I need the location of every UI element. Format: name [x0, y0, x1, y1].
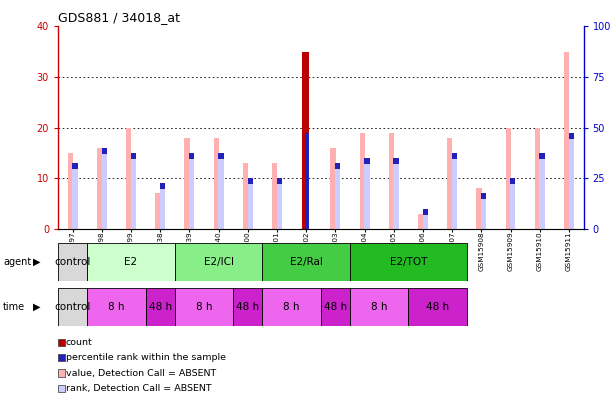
Bar [350, 243, 467, 281]
Bar [418, 214, 423, 229]
Bar [72, 163, 78, 169]
Bar [131, 153, 136, 229]
Bar [218, 153, 224, 229]
Bar [97, 148, 102, 229]
Bar [175, 288, 233, 326]
Bar [58, 288, 87, 326]
Bar [535, 128, 540, 229]
Text: 48 h: 48 h [236, 302, 259, 312]
Bar [423, 209, 428, 215]
Bar [131, 153, 136, 159]
Bar [350, 288, 408, 326]
Text: 48 h: 48 h [426, 302, 449, 312]
Bar [306, 133, 309, 229]
Text: 48 h: 48 h [148, 302, 172, 312]
Bar [452, 153, 457, 229]
Bar [145, 288, 175, 326]
Bar [233, 288, 262, 326]
Bar [393, 158, 399, 164]
Bar [189, 153, 194, 229]
Text: 8 h: 8 h [108, 302, 125, 312]
Bar [272, 163, 277, 229]
Bar [569, 133, 574, 139]
Bar [393, 158, 399, 229]
Text: percentile rank within the sample: percentile rank within the sample [66, 353, 225, 362]
Bar [247, 178, 253, 229]
Bar [321, 288, 350, 326]
Bar [101, 148, 107, 229]
Bar [101, 148, 107, 154]
Bar [505, 128, 511, 229]
Bar [569, 133, 574, 229]
Bar [408, 288, 467, 326]
Text: 8 h: 8 h [284, 302, 300, 312]
Bar [243, 163, 248, 229]
Text: E2/Ral: E2/Ral [290, 257, 323, 267]
Bar [481, 194, 486, 229]
Bar [87, 288, 145, 326]
Bar [447, 138, 452, 229]
Bar [510, 178, 516, 184]
Bar [389, 133, 394, 229]
Bar [87, 243, 175, 281]
Text: time: time [3, 302, 25, 312]
Text: E2: E2 [125, 257, 137, 267]
Bar [160, 183, 165, 229]
Bar [214, 138, 219, 229]
Bar [510, 178, 516, 229]
Bar [335, 163, 340, 229]
Bar [301, 51, 309, 229]
Text: ▶: ▶ [33, 302, 40, 312]
Bar [364, 158, 370, 229]
Text: 8 h: 8 h [196, 302, 212, 312]
Text: agent: agent [3, 257, 31, 267]
Bar [72, 163, 78, 229]
Bar [481, 194, 486, 199]
Bar [360, 133, 365, 229]
Bar [58, 243, 87, 281]
Bar [452, 153, 457, 159]
Bar [277, 178, 282, 229]
Text: count: count [66, 338, 92, 347]
Bar [247, 178, 253, 184]
Bar [218, 153, 224, 159]
Bar [126, 128, 131, 229]
Text: 48 h: 48 h [324, 302, 347, 312]
Bar [175, 243, 262, 281]
Text: E2/TOT: E2/TOT [390, 257, 427, 267]
Bar [277, 178, 282, 184]
Bar [155, 194, 161, 229]
Bar [68, 153, 73, 229]
Text: GDS881 / 34018_at: GDS881 / 34018_at [58, 11, 180, 24]
Bar [185, 138, 189, 229]
Text: value, Detection Call = ABSENT: value, Detection Call = ABSENT [66, 369, 216, 377]
Bar [335, 163, 340, 169]
Bar [331, 148, 335, 229]
Text: ▶: ▶ [33, 257, 40, 267]
Bar [540, 153, 544, 159]
Text: control: control [54, 257, 91, 267]
Text: E2/ICI: E2/ICI [203, 257, 233, 267]
Text: 8 h: 8 h [371, 302, 387, 312]
Bar [477, 188, 481, 229]
Bar [189, 153, 194, 159]
Bar [262, 288, 321, 326]
Text: control: control [54, 302, 91, 312]
Bar [423, 209, 428, 229]
Text: rank, Detection Call = ABSENT: rank, Detection Call = ABSENT [66, 384, 211, 393]
Bar [160, 183, 165, 189]
Bar [540, 153, 544, 229]
Bar [364, 158, 370, 164]
Bar [564, 51, 569, 229]
Bar [262, 243, 350, 281]
